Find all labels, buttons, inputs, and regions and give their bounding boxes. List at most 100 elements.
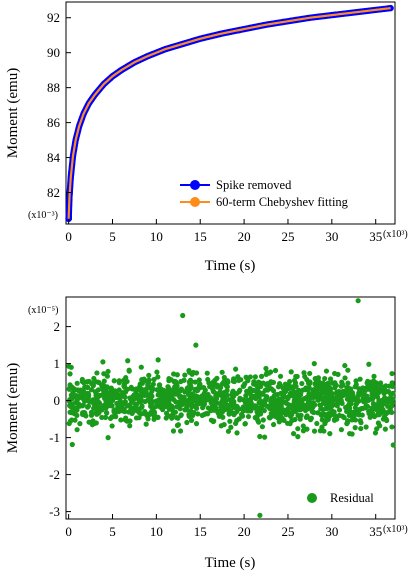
residual-point [233,420,239,427]
residual-point [370,382,376,388]
residual-point [101,371,107,377]
residual-point [256,394,262,400]
residual-point [103,410,110,416]
residual-point [345,367,351,373]
bottom-y-tick-label: -1 [49,430,60,445]
residual-point [233,366,239,372]
residual-point [193,370,200,376]
residual-point [170,408,176,414]
residual-point [336,407,343,413]
residual-point [259,424,265,430]
residual-point [96,410,102,416]
residual-point [68,404,74,410]
residual-point [100,359,106,365]
residual-point [122,417,128,423]
bottom-y-multiplier: (x10⁻⁵) [28,305,58,316]
bottom-ticks: 0 5 10 15 20 25 30 35 -3 -2 -1 0 1 2 [49,319,382,539]
residual-point [66,420,72,427]
residual-point [308,415,314,421]
residual-point [311,428,318,434]
residual-point [240,407,246,413]
residual-point [99,405,105,411]
bottom-x-tick-label: 25 [281,524,294,539]
residual-point [217,392,224,398]
residual-point [178,412,184,418]
residual-point [273,397,279,404]
residual-point [339,400,345,406]
residual-point [306,381,313,387]
residual-point [260,417,266,423]
residual-point [364,393,370,399]
residual-point [285,395,291,402]
residual-point [139,377,145,383]
residual-point [327,376,334,382]
residual-point [224,378,231,384]
residual-point [329,403,335,409]
residual-point [264,382,270,388]
residual-point [357,406,363,412]
residual-point [74,412,80,419]
top-y-tick-label: 86 [47,115,61,130]
residual-point [146,372,152,378]
residual-point [300,423,306,429]
residual-point [127,418,133,424]
residual-point [192,379,198,385]
residual-point [307,370,313,377]
residual-point [219,369,225,375]
residual-point [291,399,297,405]
residual-point [211,399,217,406]
residual-point [295,426,301,432]
bottom-legend: Residual [307,491,374,505]
residual-point [289,418,295,424]
residual-point [295,434,301,440]
residual-point [143,411,149,417]
residual-point [306,400,312,406]
residual-point [168,403,174,409]
residual-point [240,383,246,389]
bottom-y-tick-label: 1 [54,356,61,371]
residual-point [347,409,354,415]
residual-point [291,388,297,394]
residual-point [327,431,333,437]
residual-point [143,421,149,427]
top-y-tick-label: 90 [47,45,60,60]
top-x-tick-label: 0 [65,229,72,244]
residual-point [104,401,110,407]
residual-point [82,398,88,404]
top-y-axis-title: Moment (emu) [5,68,21,158]
residual-point [125,358,131,364]
residual-point [389,424,395,430]
residual-point [139,404,145,410]
residual-point [197,381,203,387]
residual-point [77,403,83,409]
residual-point [228,424,234,430]
residual-point [237,387,243,393]
residual-point [277,373,284,379]
residual-point [267,380,273,386]
residual-point [255,379,262,385]
residual-point [374,382,380,388]
residual-point [332,396,338,402]
residual-point [366,361,372,367]
residual-point [330,380,336,386]
residual-outlier-point [390,442,396,448]
residual-point [322,420,328,427]
residual-point [175,422,182,428]
residual-point [181,377,187,383]
residual-point [138,364,144,370]
residual-point [153,398,159,404]
residual-point [285,420,291,426]
residual-point [389,380,395,386]
residual-point [365,381,371,387]
residual-point [303,414,309,420]
residual-point [255,385,261,391]
residual-point [203,410,209,417]
residual-point [105,368,111,375]
residual-point [360,385,366,391]
residual-point [295,390,301,396]
residual-point [212,377,218,383]
residual-point [338,427,345,433]
residual-point [374,426,380,432]
residual-point [359,412,365,418]
residual-point [244,399,250,405]
